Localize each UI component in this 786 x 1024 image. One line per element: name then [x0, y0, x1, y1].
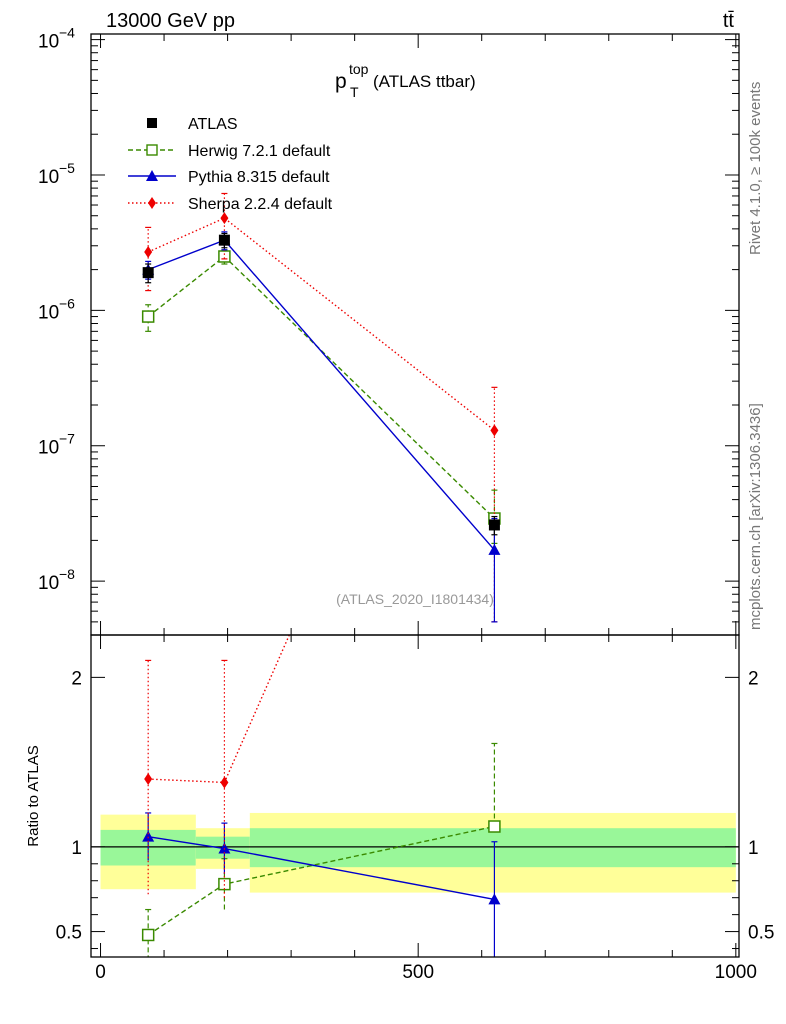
x-tick-label: 1000 — [715, 962, 757, 983]
point-data — [488, 519, 500, 531]
main-panel: 10−410−510−610−710−8 p top T (ATLAS ttba… — [38, 25, 740, 636]
line-sherpa — [147, 217, 495, 431]
rivet-label: Rivet 4.1.0, ≥ 100k events — [747, 82, 764, 255]
point-sherpa — [220, 212, 229, 225]
legend-label-sherpa: Sherpa 2.2.4 default — [188, 196, 333, 213]
title-rest: (ATLAS ttbar) — [373, 72, 476, 91]
y-tick-label-exp: −7 — [59, 431, 75, 447]
legend-item-pythia: Pythia 8.315 default — [128, 169, 330, 186]
ratio-panel: 0.5 0.5 1 1 2 2 0 500 1000 Ratio to ATLAS — [25, 634, 774, 983]
ratio-series-sherpa — [144, 635, 291, 898]
source-label: mcplots.cern.ch [arXiv:1306.3436] — [747, 403, 764, 630]
legend-label-pythia: Pythia 8.315 default — [188, 169, 330, 186]
y-tick-label-exp: −5 — [59, 160, 75, 176]
legend-item-atlas: ATLAS — [147, 116, 238, 133]
ratio-series-herwig — [141, 742, 501, 957]
uncertainty-band-inner — [249, 828, 736, 868]
ratio-point-pythia — [142, 830, 155, 842]
ratio-point-herwig — [488, 820, 501, 833]
analysis-watermark: (ATLAS_2020_I1801434) — [336, 591, 494, 607]
ratio-y-tick-label-right: 1 — [748, 838, 759, 859]
legend-marker-pythia — [146, 170, 158, 181]
legend-label-atlas: ATLAS — [188, 116, 238, 133]
ratio-point-sherpa — [220, 776, 229, 789]
series-data — [142, 232, 500, 536]
legend-marker-herwig — [146, 144, 158, 156]
legend-item-sherpa: Sherpa 2.2.4 default — [128, 196, 333, 213]
title-sub: T — [350, 84, 359, 100]
y-tick-label-base: 10 — [38, 302, 59, 323]
ratio-y-tick-label-right: 2 — [748, 668, 759, 689]
ratio-point-herwig — [141, 928, 155, 942]
main-plot-area — [141, 192, 501, 623]
legend-label-herwig: Herwig 7.2.1 default — [188, 143, 331, 160]
point-data — [218, 234, 230, 246]
y-tick-label-exp: −6 — [59, 295, 75, 311]
legend: ATLAS Herwig 7.2.1 default Pythia 8.315 … — [128, 116, 333, 213]
plot-title: p top T (ATLAS ttbar) — [335, 61, 476, 100]
legend-marker-atlas — [147, 118, 157, 128]
y-tick-label-exp: −8 — [59, 566, 75, 582]
x-tick-label: 500 — [402, 962, 434, 983]
ratio-y-tick-label: 0.5 — [56, 923, 82, 944]
ratio-line-sherpa — [148, 635, 291, 784]
ratio-point-pythia — [218, 842, 231, 854]
ratio-frame — [90, 634, 740, 958]
title-main: p — [335, 70, 347, 93]
x-tick-label: 0 — [95, 962, 106, 983]
ratio-axis-ticks: 0.5 0.5 1 1 2 2 0 500 1000 — [56, 635, 774, 983]
point-sherpa — [144, 245, 153, 258]
line-pythia — [147, 239, 495, 551]
point-sherpa — [490, 424, 499, 437]
legend-item-herwig: Herwig 7.2.1 default — [128, 143, 331, 160]
y-tick-label-exp: −4 — [59, 25, 75, 41]
ratio-y-tick-label: 1 — [71, 838, 82, 859]
ratio-y-tick-label: 2 — [71, 668, 82, 689]
y-tick-label-base: 10 — [38, 573, 59, 594]
point-data — [142, 267, 154, 279]
energy-label: 13000 GeV pp — [106, 10, 235, 32]
y-tick-label-base: 10 — [38, 167, 59, 188]
ratio-point-sherpa — [144, 773, 153, 786]
y-tick-label-base: 10 — [38, 32, 59, 53]
legend-marker-sherpa — [148, 197, 156, 209]
y-tick-label-base: 10 — [38, 438, 59, 459]
ratio-ylabel: Ratio to ATLAS — [25, 745, 42, 846]
point-pythia — [488, 543, 501, 555]
main-axis-ticks: 10−410−510−610−710−8 — [38, 25, 739, 636]
ratio-y-tick-label-right: 0.5 — [748, 923, 774, 944]
ratio-plot-area — [91, 635, 739, 957]
point-herwig — [218, 250, 231, 263]
ratio-point-pythia — [488, 893, 501, 905]
series-pythia — [142, 231, 501, 623]
line-herwig — [147, 255, 495, 520]
point-herwig — [141, 310, 155, 323]
title-sup: top — [349, 61, 369, 77]
process-label: tt̄ — [723, 10, 735, 32]
series-herwig — [141, 249, 501, 544]
series-sherpa — [144, 192, 499, 623]
